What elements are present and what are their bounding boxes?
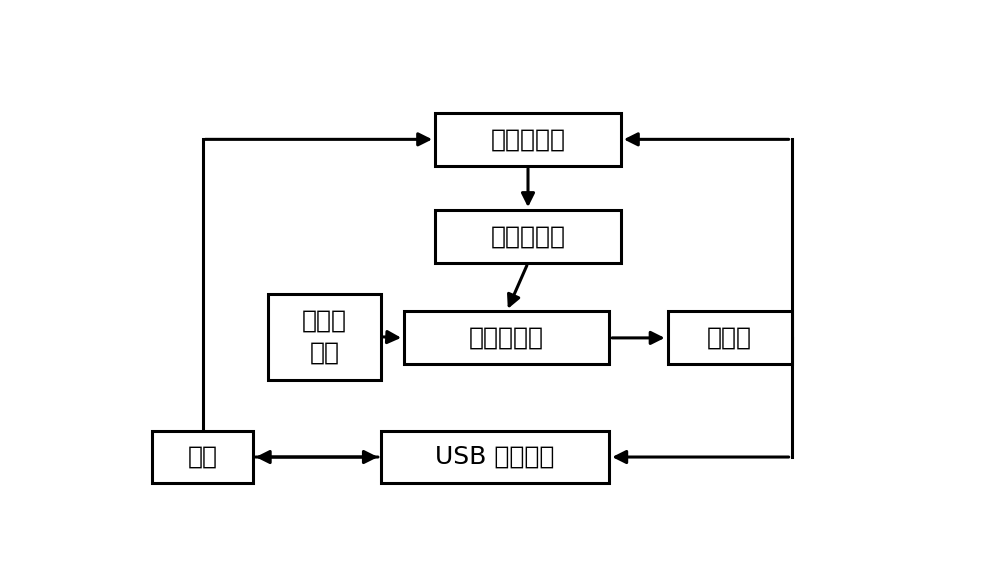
Bar <box>435 210 621 263</box>
Text: 分频控制器: 分频控制器 <box>490 225 566 249</box>
Text: 主机: 主机 <box>188 445 218 469</box>
Bar <box>435 113 621 166</box>
Text: 接收计时器: 接收计时器 <box>490 127 566 151</box>
Bar <box>668 311 792 364</box>
Bar <box>152 430 253 484</box>
Text: 内部振
荡器: 内部振 荡器 <box>302 309 347 364</box>
Text: 可控分频器: 可控分频器 <box>469 326 544 350</box>
Text: 倍频器: 倍频器 <box>707 326 752 350</box>
Text: USB 主体结构: USB 主体结构 <box>435 445 555 469</box>
Bar <box>268 294 381 380</box>
Bar <box>404 311 609 364</box>
Bar <box>381 430 609 484</box>
